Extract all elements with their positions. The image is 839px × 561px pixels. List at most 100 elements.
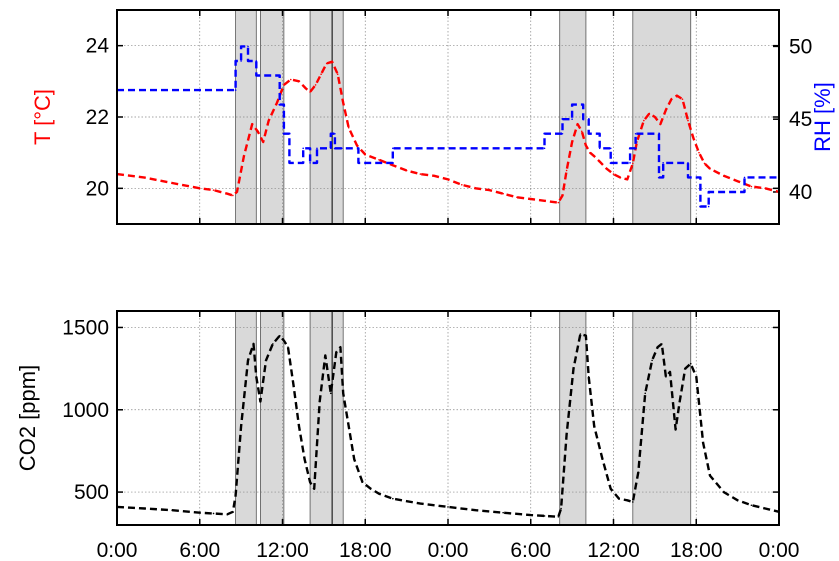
y-tick-label-left: 20 <box>86 177 109 200</box>
humidity-series-point <box>240 60 242 62</box>
humidity-series-point <box>609 162 612 164</box>
co2-series-point <box>764 507 767 510</box>
temperature-series-point <box>251 123 253 125</box>
co2-series-point <box>750 504 753 507</box>
co2-series-point <box>702 441 704 444</box>
humidity-series-point <box>687 176 689 179</box>
humidity-series-point <box>543 132 546 135</box>
co2-series-point <box>303 458 306 460</box>
co2-series-point <box>247 359 249 362</box>
temperature-series-point <box>681 98 684 100</box>
temperature-series-point <box>605 167 608 170</box>
temperature-humidity-panel: 20 22 24 40 45 50 T [°C] RH [%] <box>30 9 835 225</box>
co2-series-point <box>609 487 612 490</box>
y-tick-label-left: 22 <box>86 106 109 129</box>
co2-series-point <box>678 400 681 403</box>
temperature-series-point <box>336 73 339 75</box>
humidity-series-point <box>234 60 237 62</box>
x-tick-label: 18:00 <box>670 539 723 561</box>
temperature-series-point <box>529 198 532 200</box>
temperature-series-point <box>256 130 259 133</box>
co2-series-point <box>369 487 372 490</box>
humidity-series-point <box>571 103 573 106</box>
co2-series-point <box>309 481 311 484</box>
co2-series-point <box>665 376 667 378</box>
co2-series-point <box>272 343 274 345</box>
temperature-series-point <box>576 123 579 125</box>
humidity-series-point <box>687 162 689 164</box>
plot-border <box>116 310 780 526</box>
humidity-series-point <box>341 147 343 150</box>
temperature-series-point <box>276 101 278 104</box>
y-tick-label-right: 50 <box>789 35 812 58</box>
co2-series-point <box>656 346 659 349</box>
co2-series-point <box>342 392 344 395</box>
co2-series-point <box>392 497 394 500</box>
humidity-series-point <box>302 147 304 150</box>
temperature-series-point <box>419 173 422 175</box>
temperature-series-point <box>378 159 380 161</box>
co2-series-point <box>736 499 739 502</box>
temperature-series-point <box>331 60 333 63</box>
temperature-series-point <box>342 101 344 104</box>
temperature-series-point <box>347 126 350 129</box>
temperature-series-point <box>543 200 546 202</box>
co2-series-point <box>560 507 562 510</box>
humidity-series-point <box>302 162 304 164</box>
plot-border <box>116 9 780 225</box>
co2-series-point <box>361 481 364 484</box>
co2-series-point <box>543 515 546 517</box>
humidity-series-point <box>582 103 584 106</box>
humidity-series-point <box>658 132 660 135</box>
humidity-series-point <box>240 45 242 48</box>
humidity-series-point <box>561 118 564 120</box>
temperature-series-point <box>561 194 564 197</box>
temperature-series-point <box>659 123 662 125</box>
humidity-series-point <box>329 147 332 150</box>
humidity-series-point <box>283 103 285 106</box>
temperature-series-point <box>226 192 229 195</box>
x-tick-label: 0:00 <box>759 539 800 561</box>
humidity-series-point <box>234 89 237 91</box>
occupancy-period-band <box>260 310 285 526</box>
humidity-series-point <box>247 45 249 48</box>
temperature-series-point <box>298 80 300 83</box>
humidity-series-point <box>288 132 291 135</box>
co2-series-point <box>234 494 237 497</box>
temperature-series-point <box>676 94 678 97</box>
humidity-series-point <box>609 147 612 150</box>
co2-series-point <box>601 458 604 460</box>
temperature-series-point <box>447 178 449 181</box>
co2-series-point <box>644 392 647 395</box>
x-tick-label: 12:00 <box>587 539 640 561</box>
temperature-series-point <box>687 119 689 122</box>
temperature-series-point <box>502 192 504 195</box>
humidity-series-point <box>316 147 318 150</box>
humidity-series-point <box>743 191 746 193</box>
temperature-series-point <box>643 119 645 122</box>
temperature-series-point <box>364 153 367 156</box>
temperature-series-point <box>750 185 753 188</box>
co2-series-point <box>255 376 258 378</box>
temperature-series-point <box>626 178 629 181</box>
temperature-series-point <box>692 137 695 140</box>
humidity-series-point <box>309 147 311 150</box>
x-tick-label: 18:00 <box>339 539 392 561</box>
temperature-series-point <box>474 187 477 190</box>
humidity-series-point <box>316 162 318 164</box>
humidity-series-point <box>662 162 664 164</box>
co2-series-point <box>278 334 281 337</box>
humidity-series-point <box>699 205 702 208</box>
humidity-series-point <box>283 132 285 135</box>
humidity-series-point <box>278 103 281 106</box>
temperature-series-point <box>580 130 583 133</box>
co2-series-point <box>378 492 380 495</box>
co2-series-point <box>557 515 560 518</box>
temperature-series-point <box>571 141 573 143</box>
co2-series-point <box>723 491 725 493</box>
co2-series-point <box>669 371 671 373</box>
co2-series-point <box>292 384 295 386</box>
humidity-series-point <box>634 147 637 150</box>
co2-series-point <box>651 359 653 362</box>
x-tick-label: 6:00 <box>179 539 220 561</box>
